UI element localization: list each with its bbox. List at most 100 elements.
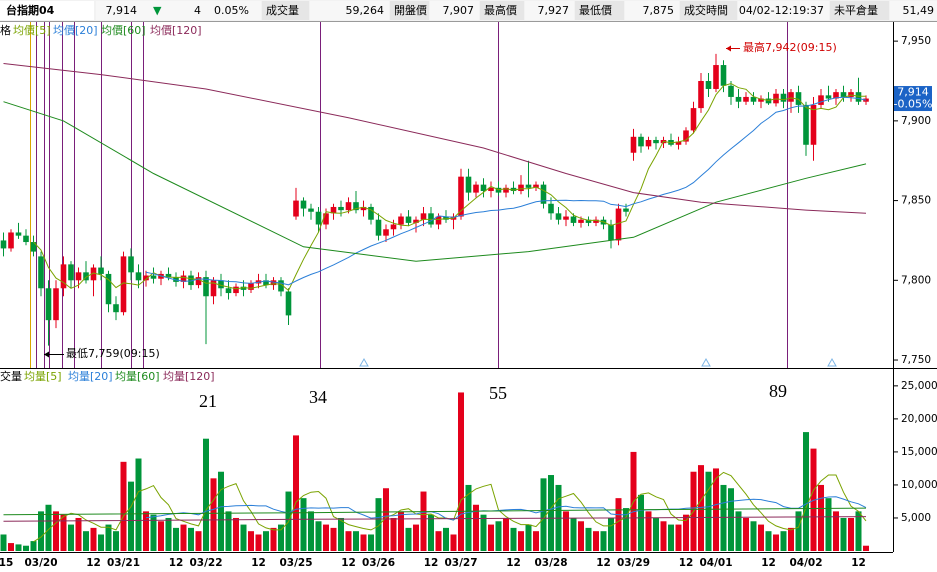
candle-body: [458, 176, 464, 217]
field-value: 7,907: [443, 4, 475, 17]
candle-body: [278, 280, 284, 292]
candle-body: [645, 139, 652, 147]
volume-bar: [615, 498, 622, 551]
candle-body: [90, 267, 97, 281]
volume-bar: [75, 517, 82, 551]
volume-bar: [398, 511, 404, 551]
candle-body: [420, 213, 427, 220]
volume-bar: [60, 514, 67, 551]
volume-bar: [743, 517, 749, 551]
candle-body: [98, 267, 104, 274]
price-tag-box: [894, 86, 932, 112]
volume-bar: [375, 498, 382, 551]
candle-body: [810, 104, 817, 145]
volume-bar: [758, 524, 764, 551]
x-tick-label: 12: [86, 557, 101, 569]
volume-bar: [510, 527, 517, 551]
candle-body: [593, 219, 599, 223]
change-pct: 0.05%: [214, 4, 249, 17]
volume-bar: [503, 517, 509, 551]
high-annotation: 最高7,942(09:15): [743, 40, 837, 54]
field-value-cell: [310, 1, 389, 20]
volume-bar: [293, 435, 299, 551]
candle-body: [630, 136, 637, 153]
candle-body: [308, 208, 314, 212]
fib-annotation: 89: [769, 381, 787, 401]
candle-body: [135, 272, 142, 281]
candle-body: [623, 208, 629, 212]
candle-body: [825, 95, 832, 99]
signal-triangle: [359, 357, 369, 367]
volume-bar: [90, 527, 97, 551]
volume-bar: [675, 524, 682, 551]
volume-bar: [585, 527, 592, 551]
volume-bar: [353, 531, 359, 551]
x-tick-label: 03/22: [189, 557, 222, 569]
candle-body: [488, 187, 494, 192]
last-price: 7,914: [106, 4, 138, 17]
volume-bar: [420, 491, 427, 551]
y-tick-label: 25,000: [901, 380, 937, 392]
volume-bar: [465, 484, 472, 551]
legend-lead: 交量: [0, 369, 22, 383]
volume-panel: [0, 392, 869, 551]
volume-bar: [225, 511, 232, 551]
x-tick-label: 12: [341, 557, 356, 569]
volume-bar: [623, 508, 629, 551]
field-value: 04/02-12:19:37: [739, 4, 824, 17]
candle-body: [608, 224, 614, 241]
volume-bar: [53, 511, 59, 551]
candle-body: [585, 219, 592, 223]
volume-bar: [428, 514, 434, 551]
x-tick-label: 03/28: [534, 557, 567, 569]
field-label-cell: [480, 1, 524, 20]
candle-body: [368, 206, 374, 220]
volume-bar: [158, 521, 164, 551]
volume-bar: [345, 531, 352, 551]
low-annotation: 最低7,759(09:15): [66, 347, 160, 360]
volume-bar: [300, 498, 307, 551]
volume-bar: [23, 545, 29, 551]
x-tick-label: 03/25: [279, 557, 312, 569]
symbol: 台指期04: [6, 3, 55, 17]
volume-bar: [533, 531, 539, 551]
candle-body: [360, 206, 367, 211]
x-tick-label: 03/20: [24, 557, 57, 569]
x-tick-label: 12: [424, 557, 439, 569]
volume-bar: [360, 534, 367, 551]
candle-body: [840, 92, 847, 97]
field-value-cell: [738, 1, 829, 20]
x-tick-label: 12: [251, 557, 266, 569]
volume-bar: [728, 488, 734, 551]
candle-body: [795, 92, 802, 105]
volume-bar: [593, 531, 599, 551]
ma-line: [33, 82, 866, 292]
legend-item: 均量[20]: [68, 370, 113, 383]
volume-bar: [38, 511, 44, 551]
candle-body: [683, 130, 689, 142]
ma-line: [145, 496, 867, 521]
candle-body: [758, 98, 764, 102]
ma-line: [3, 507, 867, 516]
signal-markers: [359, 357, 837, 367]
legend-item: 均價[20]: [53, 23, 98, 37]
volume-bar: [638, 494, 644, 551]
volume-bar: [308, 511, 314, 551]
y-tick-label: 15,000: [901, 446, 937, 458]
price-tag-price: 7,914: [897, 86, 929, 99]
candle-body: [540, 184, 547, 204]
candle-body: [0, 240, 7, 249]
volume-bar: [270, 527, 277, 551]
x-tick-label: 12: [169, 557, 184, 569]
candle-body: [38, 256, 44, 289]
candle-body: [720, 65, 727, 86]
candle-body: [675, 141, 682, 145]
candle-body: [143, 275, 149, 281]
y-tick-label: 7,850: [901, 195, 931, 207]
x-tick-label: 15: [0, 557, 13, 569]
volume-bar: [788, 527, 794, 551]
x-tick-label: 04/01: [699, 557, 732, 569]
candle-body: [503, 187, 509, 193]
